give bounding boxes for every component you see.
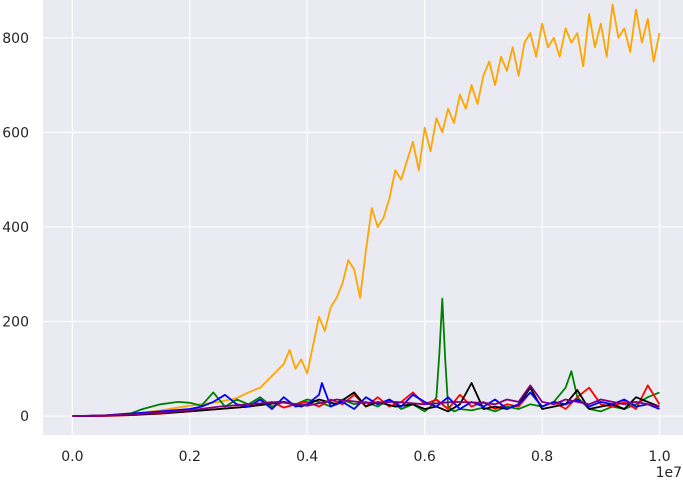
y-tick-label: 600 — [2, 125, 29, 141]
y-tick-label: 200 — [2, 315, 29, 331]
y-tick-label: 800 — [2, 31, 29, 47]
series-line-5 — [72, 384, 660, 417]
x-axis: 0.0 0.2 0.4 0.6 0.8 1.0 — [61, 449, 670, 465]
x-tick-label: 0.0 — [61, 449, 83, 465]
y-axis: 0 200 400 600 800 — [2, 31, 29, 425]
x-tick-label: 1.0 — [648, 449, 670, 465]
series-layer — [72, 3, 661, 418]
grid — [43, 0, 683, 435]
y-tick-label: 400 — [2, 220, 29, 236]
x-tick-label: 0.6 — [414, 449, 436, 465]
plot-area — [43, 0, 683, 435]
y-tick-label: 0 — [20, 409, 29, 425]
series-line-0 — [72, 3, 661, 417]
x-offset-label: 1e7 — [656, 465, 682, 481]
x-tick-label: 0.2 — [179, 449, 201, 465]
series-line-4 — [72, 382, 660, 417]
series-line-1 — [72, 297, 660, 417]
x-tick-label: 0.8 — [531, 449, 553, 465]
x-tick-label: 0.4 — [296, 449, 318, 465]
